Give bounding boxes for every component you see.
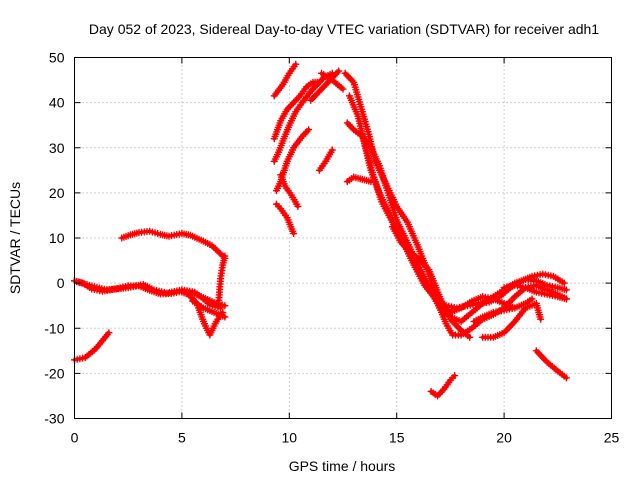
series-arc-3 [71,277,225,312]
y-tick-label: 30 [49,140,65,156]
x-tick-label: 20 [496,430,512,446]
grid-lines [74,57,612,419]
series-arc-2 [71,277,229,310]
data-series [71,60,570,400]
series-arc-20 [343,173,375,186]
series-arc-11 [272,126,313,195]
x-tick-label: 5 [178,430,186,446]
series-arc-4 [118,227,229,262]
series-arc-22 [388,223,474,341]
series-arc-16 [318,69,347,93]
series-arc-15 [307,67,343,104]
series-arc-18 [345,92,568,312]
y-tick-label: -30 [44,411,64,427]
x-tick-label: 10 [282,430,298,446]
y-tick-label: -20 [44,365,64,381]
series-arc-9 [270,78,323,143]
chart-title: Day 052 of 2023, Sidereal Day-to-day VTE… [89,21,599,37]
x-tick-label: 0 [71,430,79,446]
y-tick-label: 50 [49,50,65,66]
series-arc-13 [277,171,302,210]
series-arc-6 [189,297,229,321]
y-tick-label: 40 [49,95,65,111]
series-arc-12 [272,200,298,237]
series-arc-1 [71,329,113,364]
series-arc-26 [532,347,570,382]
series-arc-27 [427,372,459,400]
series-arc-7 [214,252,229,310]
y-tick-label: 20 [49,185,65,201]
series-arc-24 [479,299,545,341]
series-arc-23 [470,295,536,325]
axis-ticks: 0 5 10 15 20 25 -30 -20 -10 0 10 20 30 40 50 [44,50,619,446]
y-tick-label: -10 [44,320,64,336]
y-tick-label: 10 [49,230,65,246]
series-arc-25 [500,281,570,303]
y-axis-label: SDTVAR / TECUs [7,182,23,294]
series-arc-14 [315,146,336,174]
x-tick-label: 15 [389,430,405,446]
y-tick-label: 0 [57,275,65,291]
series-arc-8 [270,60,300,100]
x-axis-label: GPS time / hours [289,458,396,474]
x-tick-label: 25 [604,430,620,446]
